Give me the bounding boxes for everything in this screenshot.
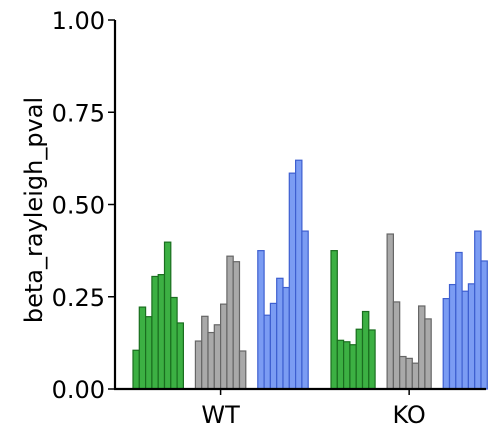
bar-ko-s1-b0: [386, 233, 395, 390]
x-tick-label-wt: WT: [201, 401, 240, 429]
bar-wt-s1-b3: [213, 324, 222, 390]
bar-ko-s1-b6: [424, 318, 432, 390]
bar-wt-s2-b5: [288, 172, 297, 390]
y-tick-label-4: 1.00: [52, 7, 105, 35]
bar-wt-s2-b0: [257, 250, 265, 390]
bar-wt-s0-b1: [138, 306, 147, 390]
bar-ko-s1-b2: [399, 355, 407, 390]
bar-wt-s0-b7: [176, 322, 185, 390]
bar-wt-s2-b7: [301, 230, 309, 390]
bar-wt-s2-b3: [276, 277, 284, 390]
bar-wt-s1-b2: [207, 331, 215, 390]
bar-ko-s2-b3: [461, 290, 470, 390]
bar-wt-s0-b0: [132, 349, 140, 390]
bar-ko-s1-b4: [411, 362, 420, 390]
bar-wt-s0-b6: [170, 296, 178, 390]
bar-ko-s2-b0: [442, 298, 451, 390]
y-tick-label-1: 0.25: [52, 284, 105, 312]
bar-ko-s2-b2: [455, 251, 463, 390]
bar-ko-s2-b6: [480, 260, 488, 390]
bar-ko-s0-b1: [336, 339, 345, 390]
y-tick-label-2: 0.50: [52, 192, 105, 220]
bar-wt-s0-b5: [163, 241, 172, 390]
bar-ko-s0-b2: [343, 341, 351, 390]
y-tick-label-0: 0.00: [52, 376, 105, 404]
bar-wt-s1-b7: [238, 350, 247, 390]
y-tick-label-3: 0.75: [52, 99, 105, 127]
bar-wt-s0-b2: [145, 316, 153, 390]
bar-ko-s1-b1: [392, 301, 401, 390]
x-axis: WT KO: [114, 387, 486, 429]
bar-ko-s1-b5: [418, 305, 426, 390]
bar-ko-s0-b5: [361, 310, 370, 390]
bar-wt-s2-b2: [269, 302, 278, 390]
bar-wt-s2-b6: [295, 159, 303, 390]
bar-ko-s0-b3: [349, 344, 357, 390]
bar-ko-s0-b0: [330, 250, 338, 390]
bar-ko-s2-b5: [474, 230, 482, 390]
bar-wt-s1-b0: [194, 340, 203, 390]
bar-ko-s2-b1: [448, 283, 457, 390]
bar-wt-s1-b6: [232, 261, 241, 390]
bars-layer: [132, 159, 488, 390]
y-axis: 0.00 0.25 0.50 0.75 1.00: [52, 7, 117, 404]
bar-wt-s2-b1: [263, 314, 272, 390]
bar-wt-s1-b4: [220, 303, 228, 390]
bar-ko-s0-b4: [355, 328, 364, 390]
bar-wt-s1-b5: [226, 255, 234, 390]
bar-wt-s0-b4: [157, 274, 166, 390]
bar-wt-s2-b4: [282, 286, 290, 390]
y-axis-label: beta_rayleigh_pval: [20, 97, 48, 323]
bar-wt-s1-b1: [201, 315, 209, 390]
bar-wt-s0-b3: [151, 275, 159, 390]
x-tick-label-ko: KO: [392, 401, 425, 429]
bar-ko-s0-b6: [368, 329, 376, 390]
bar-ko-s2-b4: [467, 283, 476, 390]
bar-ko-s1-b3: [405, 357, 413, 390]
